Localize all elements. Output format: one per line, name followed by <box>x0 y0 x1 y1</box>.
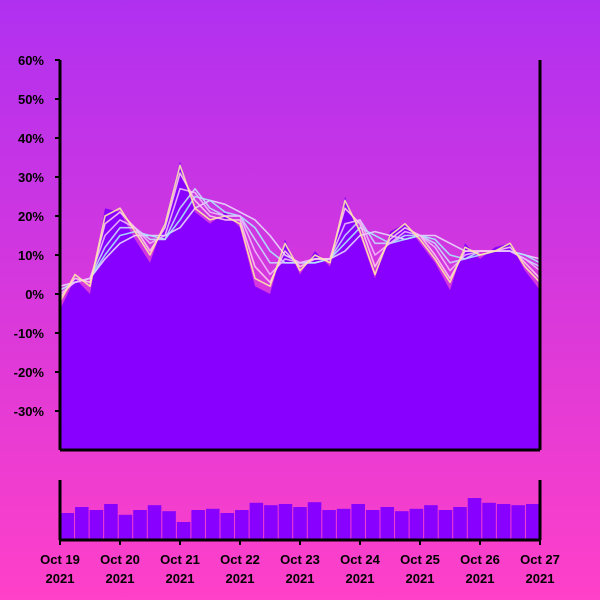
x-tick-label: Oct 27 <box>520 552 560 567</box>
volume-bar <box>336 508 351 540</box>
volume-bar <box>75 507 89 540</box>
volume-bar <box>438 510 453 540</box>
volume-bar <box>293 507 307 540</box>
x-tick-label-year: 2021 <box>286 571 315 586</box>
volume-bar <box>307 502 322 540</box>
volume-bar <box>176 522 191 540</box>
x-tick-label: Oct 26 <box>460 552 500 567</box>
x-tick-label: Oct 19 <box>40 552 80 567</box>
area-fill <box>60 161 540 450</box>
volume-bar <box>249 502 264 540</box>
volume-bar <box>220 513 235 540</box>
volume-bar <box>60 513 75 540</box>
volume-plot <box>60 498 540 540</box>
x-tick-label-year: 2021 <box>106 571 135 586</box>
x-tick-label-year: 2021 <box>526 571 555 586</box>
volume-bar <box>264 505 278 540</box>
volume-bar <box>118 514 133 540</box>
y-tick-label: 30% <box>18 170 44 185</box>
volume-bar <box>496 504 511 540</box>
volume-bar <box>424 505 438 540</box>
x-tick-label: Oct 20 <box>100 552 140 567</box>
volume-bar <box>365 510 380 540</box>
x-tick-label-year: 2021 <box>226 571 255 586</box>
y-tick-label: -20% <box>14 365 45 380</box>
volume-bar <box>278 504 293 540</box>
volume-bar <box>191 510 205 540</box>
volume-bar <box>511 505 525 540</box>
x-tick-label-year: 2021 <box>406 571 435 586</box>
volume-bar <box>89 510 104 540</box>
x-tick-label-year: 2021 <box>46 571 75 586</box>
volume-bar <box>162 511 176 540</box>
series-line-1 <box>59 164 541 303</box>
x-tick-label: Oct 24 <box>340 552 381 567</box>
volume-bar <box>205 508 220 540</box>
volume-bar <box>525 504 540 540</box>
axes: 60% 50% 40% 30% 20% 10% 0% -10% -20% -30% Oct 19 20… <box>14 53 560 586</box>
y-tick-label: -30% <box>14 404 45 419</box>
x-tick-label: Oct 22 <box>220 552 260 567</box>
y-tick-label: 0% <box>25 287 44 302</box>
volume-bar <box>482 502 496 540</box>
volume-bar <box>147 505 162 540</box>
main-plot <box>59 161 541 450</box>
x-tick-label: Oct 21 <box>160 552 200 567</box>
volume-bar <box>133 510 147 540</box>
y-tick-label: 20% <box>18 209 44 224</box>
volume-bar <box>235 510 249 540</box>
y-tick-label: 60% <box>18 53 44 68</box>
y-tick-label: 10% <box>18 248 44 263</box>
volume-bar <box>395 511 409 540</box>
x-tick-label-year: 2021 <box>466 571 495 586</box>
y-tick-label: 40% <box>18 131 44 146</box>
x-tick-label-year: 2021 <box>346 571 375 586</box>
volume-bar <box>453 507 467 540</box>
volume-bar <box>104 504 118 540</box>
x-tick-label: Oct 23 <box>280 552 320 567</box>
volume-bar <box>467 498 482 540</box>
volume-bar <box>409 508 424 540</box>
volume-bar <box>380 507 395 540</box>
x-tick-label-year: 2021 <box>166 571 195 586</box>
y-tick-label: -10% <box>14 326 45 341</box>
volume-bar <box>351 504 365 540</box>
x-tick-label: Oct 25 <box>400 552 440 567</box>
y-tick-label: 50% <box>18 92 44 107</box>
volume-bar <box>322 510 336 540</box>
